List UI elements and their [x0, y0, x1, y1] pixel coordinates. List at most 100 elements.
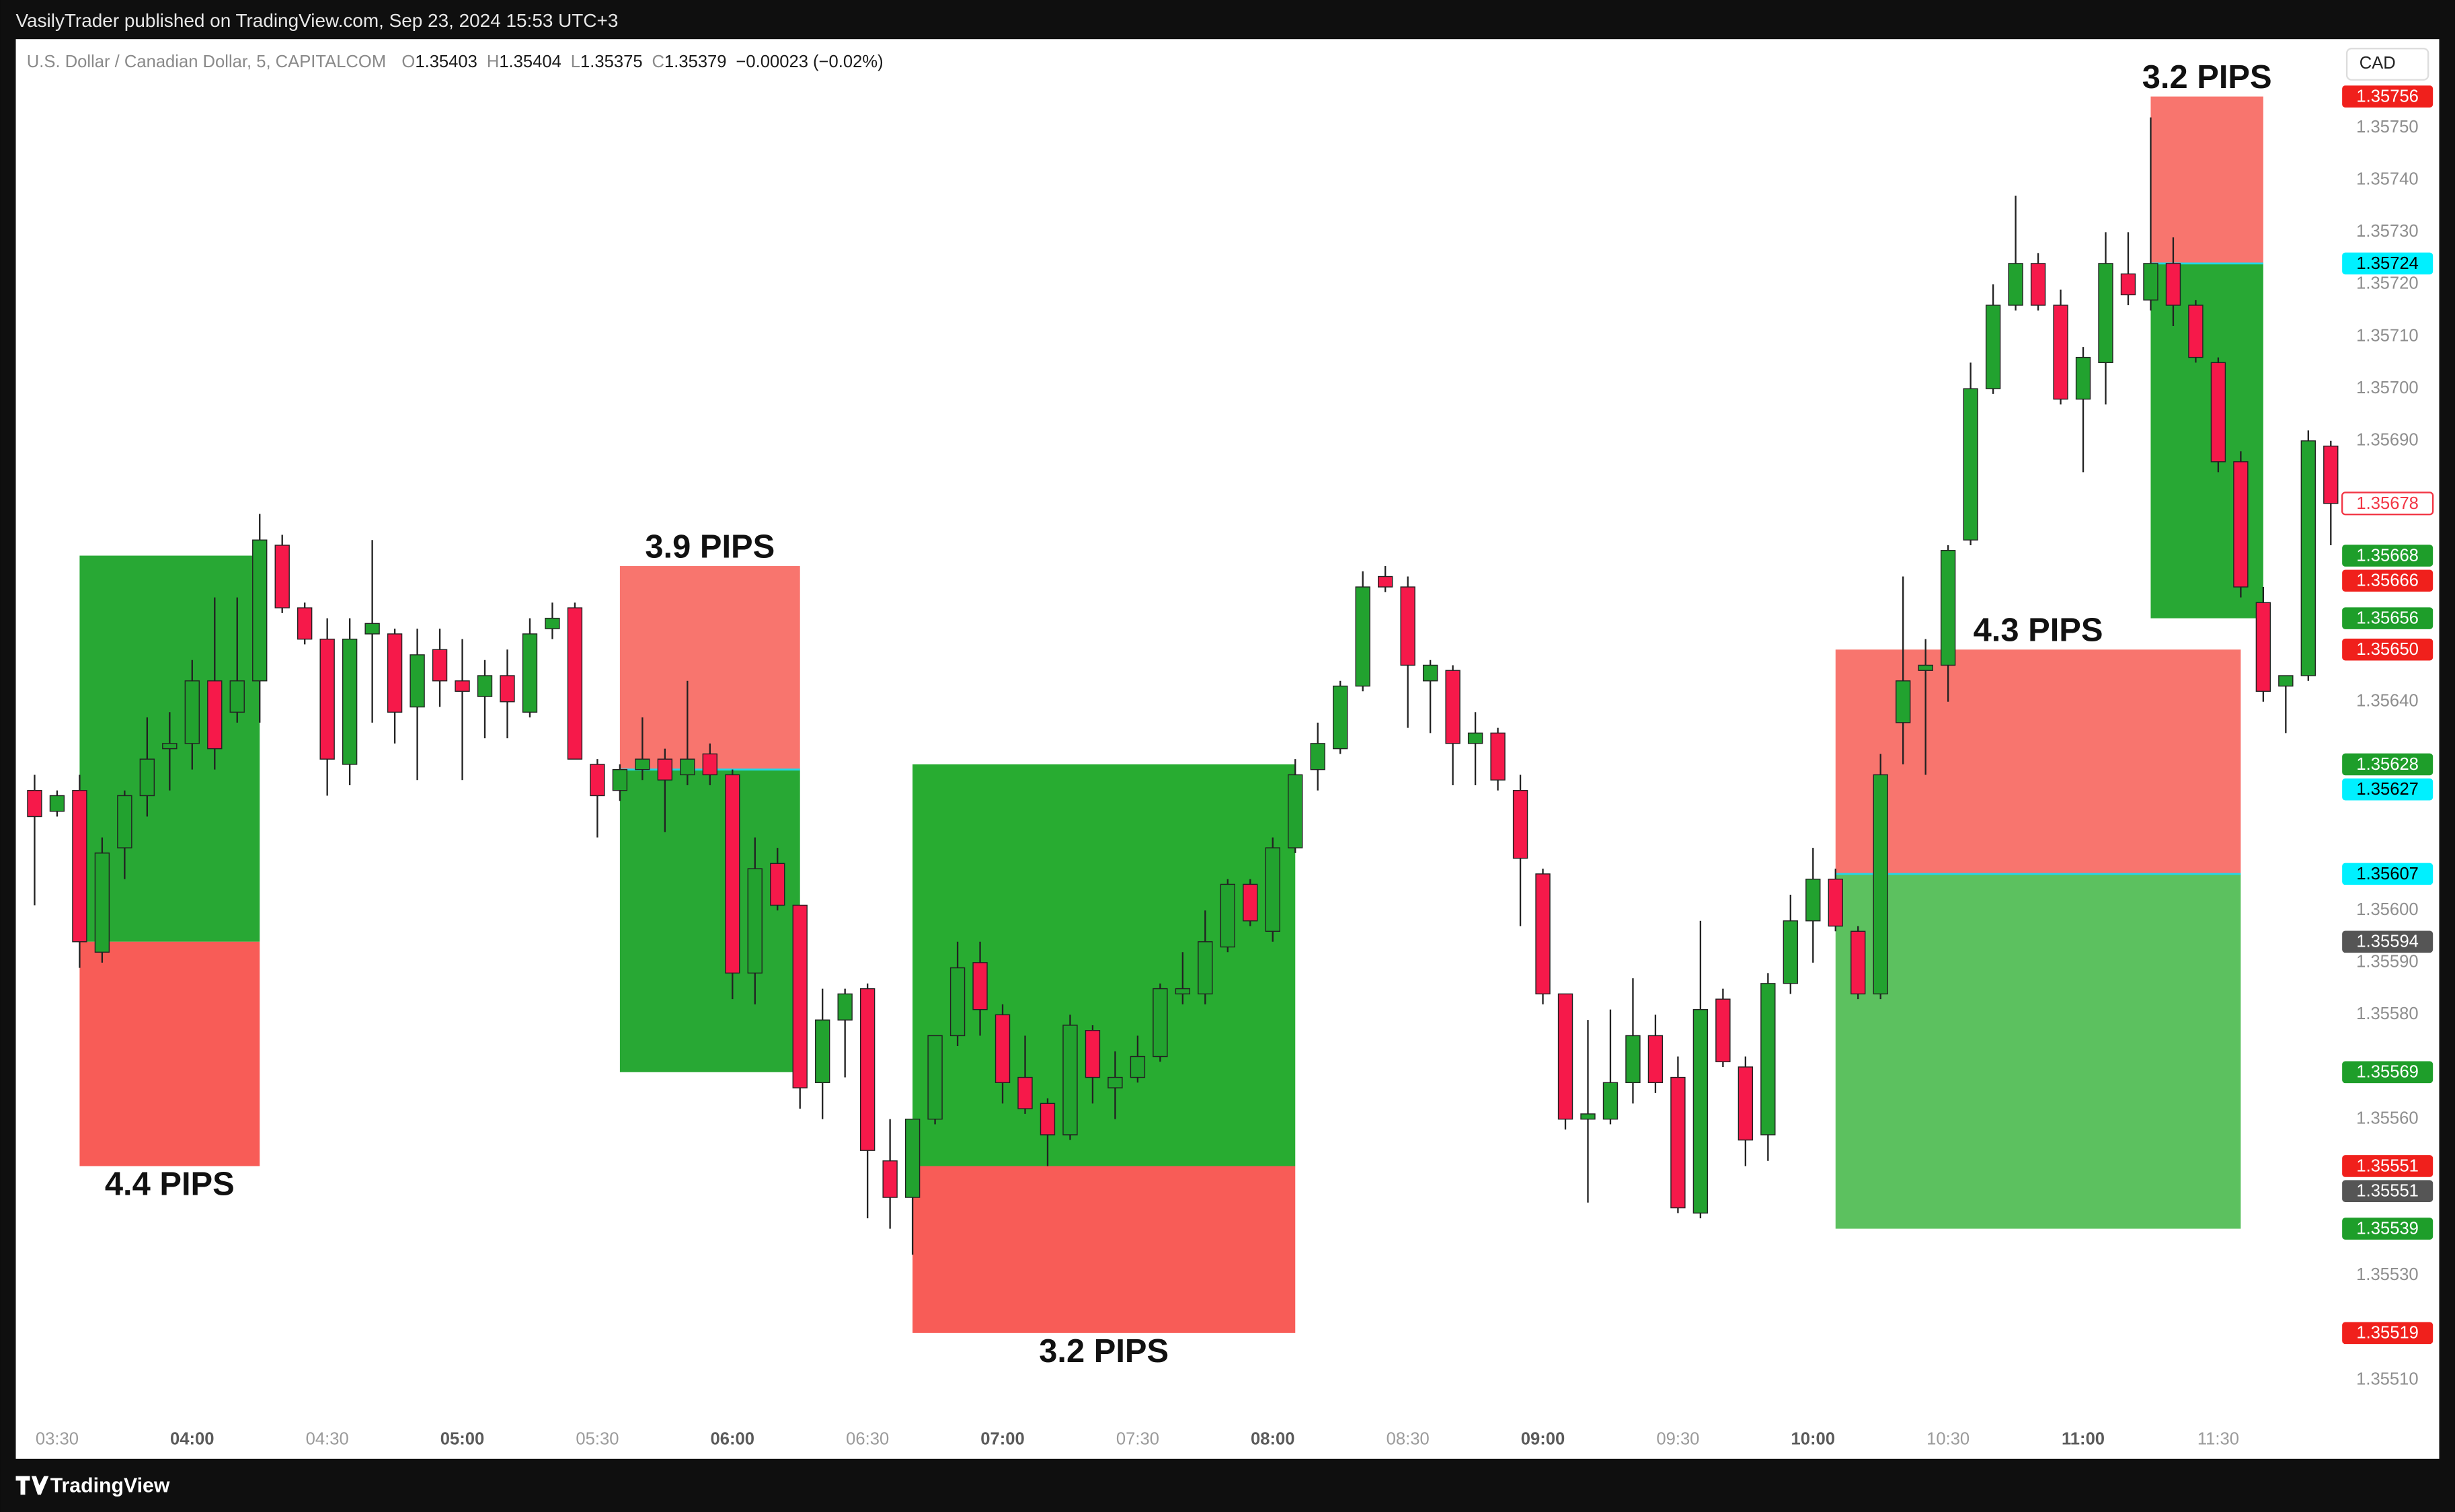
candle-body	[27, 790, 42, 818]
legend-value: 1.35375	[580, 52, 643, 71]
candle-body	[1400, 586, 1415, 666]
candle-body	[2165, 263, 2181, 306]
candle-body	[882, 1160, 898, 1198]
price-tag-label: 1.35551	[2356, 1182, 2419, 1201]
price-tag	[2342, 1155, 2433, 1177]
price-tag	[2342, 545, 2433, 567]
legend-value: 1.35404	[499, 52, 561, 71]
candle-body	[1220, 883, 1236, 948]
target-zone	[912, 764, 1296, 1166]
candle-body	[455, 680, 470, 692]
candle-body	[1085, 1030, 1101, 1078]
price-tag	[2342, 1061, 2433, 1084]
y-tick-label: 1.35580	[2356, 1004, 2419, 1023]
candle-body	[1130, 1056, 1146, 1078]
price-tag-label: 1.35678	[2356, 494, 2419, 513]
price-tag	[2342, 1322, 2433, 1345]
x-tick-label: 09:30	[1656, 1430, 1699, 1449]
target-zone	[619, 769, 800, 1072]
candle-body	[342, 638, 358, 765]
candle-body	[1535, 873, 1551, 995]
price-tag-label: 1.35756	[2356, 87, 2419, 106]
candle-body	[1783, 920, 1798, 984]
x-tick-label: 10:00	[1791, 1430, 1835, 1449]
candle-body	[702, 753, 717, 776]
candle-body	[2323, 445, 2339, 504]
candle-body	[184, 680, 200, 744]
x-tick-label: 07:00	[980, 1430, 1024, 1449]
stop-zone	[79, 941, 260, 1166]
price-tag-label: 1.35650	[2356, 640, 2419, 659]
candle-body	[94, 852, 110, 953]
candle-body	[2053, 305, 2068, 400]
currency-box	[2345, 48, 2429, 81]
y-tick-label: 1.35510	[2356, 1369, 2419, 1388]
stop-zone	[912, 1166, 1296, 1333]
pips-label: 3.2 PIPS	[2142, 59, 2272, 95]
candle-body	[1625, 1035, 1641, 1084]
candle-body	[927, 1035, 943, 1120]
price-tag-label: 1.35551	[2356, 1156, 2419, 1175]
logo-icon	[15, 1476, 49, 1495]
legend-value: 1.35403	[415, 52, 477, 71]
y-tick-label: 1.35530	[2356, 1265, 2419, 1284]
candle-body	[859, 988, 875, 1151]
candle-body	[792, 904, 808, 1088]
price-tag	[2342, 85, 2433, 108]
y-tick-label: 1.35730	[2356, 222, 2419, 241]
candle-body	[725, 774, 740, 974]
candle-body	[2075, 356, 2091, 400]
candle-body	[1985, 305, 2001, 389]
candle-body	[364, 623, 380, 635]
candle-body	[567, 607, 583, 760]
logo	[15, 1476, 49, 1495]
candle-body	[387, 633, 403, 713]
x-tick-label: 08:00	[1251, 1430, 1294, 1449]
candle-body	[2098, 263, 2113, 364]
price-tag-label: 1.35519	[2356, 1324, 2419, 1343]
candle-body	[2233, 461, 2249, 588]
legend-value: 1.35379	[664, 52, 727, 71]
price-tag-label: 1.35627	[2356, 780, 2419, 799]
candle-body	[2210, 362, 2226, 463]
candle-body	[747, 868, 763, 974]
candle-body	[1670, 1076, 1686, 1209]
candle-body	[1265, 847, 1280, 932]
price-tag	[2342, 1218, 2433, 1240]
price-tag-label: 1.35628	[2356, 755, 2419, 774]
candle-body	[1940, 550, 1956, 666]
price-tag	[2342, 930, 2433, 953]
candle-body	[1873, 774, 1888, 995]
candle-body	[1557, 993, 1573, 1120]
candle-body	[590, 764, 605, 797]
candle-body	[477, 675, 493, 697]
candle-body	[252, 539, 268, 682]
candle-body	[297, 607, 313, 640]
candle-body	[319, 638, 335, 760]
currency: CAD	[2360, 54, 2396, 73]
candle-body	[770, 863, 785, 906]
symbol-name: U.S. Dollar / Canadian Dollar, 5, CAPITA…	[27, 52, 386, 71]
legend-change: −0.00023 (−0.02%)	[736, 52, 883, 71]
candle-body	[1040, 1103, 1056, 1136]
y-tick-label: 1.35560	[2356, 1109, 2419, 1127]
candle-body	[1355, 586, 1370, 687]
price-tag	[2342, 753, 2433, 776]
candle-body	[635, 758, 650, 770]
candle-body	[1422, 664, 1438, 682]
price-tag	[2342, 863, 2433, 885]
candle-body	[1467, 732, 1483, 744]
candle-body	[837, 993, 853, 1021]
price-tag-label: 1.35607	[2356, 865, 2419, 883]
symbol-legend: U.S. Dollar / Canadian Dollar, 5, CAPITA…	[27, 52, 884, 71]
candle-body	[1760, 983, 1776, 1136]
candle-body	[2030, 263, 2046, 306]
candle-body	[1310, 743, 1325, 770]
candle-body	[72, 790, 87, 943]
candle-body	[1512, 790, 1528, 859]
x-tick-label: 03:30	[36, 1430, 79, 1449]
candle-body	[1333, 685, 1348, 750]
x-tick-label: 11:30	[2197, 1430, 2239, 1449]
legend-key: H	[487, 52, 499, 71]
candle-body	[117, 795, 132, 848]
